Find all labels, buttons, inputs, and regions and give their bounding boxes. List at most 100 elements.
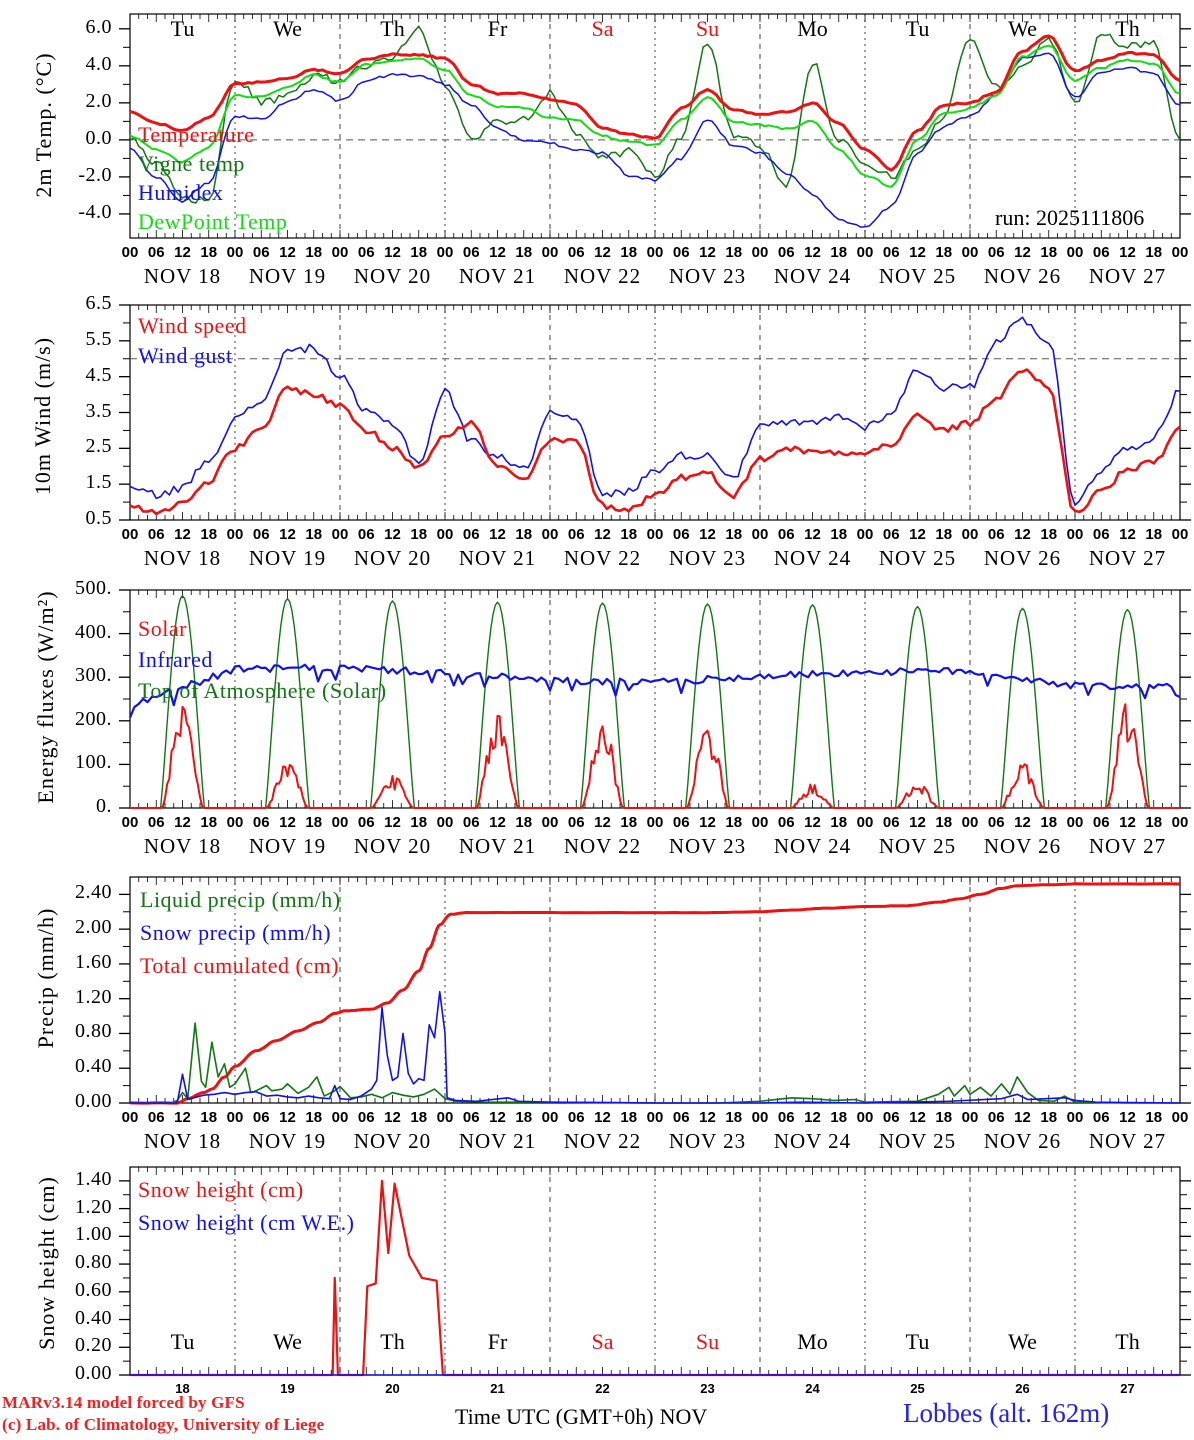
infrared-flux-line — [128, 663, 1181, 719]
y-axis-tick-label: 500. — [75, 577, 112, 599]
x-axis-hour-tick-label: 00 — [646, 814, 664, 831]
liquid-precip-line — [130, 1022, 1180, 1104]
x-axis-hour-tick-label: 00 — [961, 244, 979, 261]
x-axis-hour-tick-label: 00 — [1066, 244, 1084, 261]
x-axis-hour-tick-label: 00 — [436, 244, 454, 261]
legend-entry: Solar — [138, 616, 187, 641]
x-axis-hour-tick-label: 00 — [961, 814, 979, 831]
total-cumulated-precip-line — [129, 882, 1181, 1105]
x-axis-hour-tick-label: 12 — [279, 526, 296, 543]
x-axis-date-label: NOV 22 — [563, 834, 642, 858]
day-of-week-label: We — [273, 16, 302, 41]
x-axis-hour-tick-label: 12 — [909, 526, 926, 543]
x-axis-hour-tick-label: 06 — [777, 1109, 795, 1126]
x-axis-hour-tick-label: 12 — [489, 814, 506, 831]
x-axis-hour-tick-label: 06 — [147, 814, 165, 831]
wind-series-line — [129, 316, 1181, 506]
day-of-week-label: Th — [380, 16, 405, 41]
x-axis-hour-tick-label: 06 — [462, 1109, 480, 1126]
x-axis-date-label: NOV 24 — [773, 834, 852, 858]
x-axis-hour-tick-label: 00 — [541, 244, 559, 261]
x-axis-date-label: NOV 19 — [248, 1129, 327, 1153]
energy-fluxes-chart — [119, 589, 1191, 809]
x-axis-date-label: NOV 20 — [353, 834, 432, 858]
x-axis-hour-tick-label: 06 — [567, 526, 585, 543]
legend-entry: Vigne temp — [138, 151, 245, 176]
x-axis-date-label: NOV 23 — [668, 546, 747, 570]
x-axis-hour-tick-label: 18 — [305, 244, 323, 261]
y-axis-tick-label: 0. — [96, 795, 112, 817]
x-axis-date-label: NOV 21 — [458, 1129, 537, 1153]
footer-station-name: Lobbes (alt. 162m) — [903, 1398, 1110, 1428]
legend-entry: Infrared — [138, 647, 213, 672]
x-axis-hour-tick-label: 18 — [1145, 814, 1163, 831]
x-axis-hour-tick-label: 12 — [804, 244, 821, 261]
x-axis-hour-tick-label: 00 — [751, 244, 769, 261]
x-axis-hour-tick-label: 12 — [699, 526, 716, 543]
x-axis-date-label: NOV 22 — [563, 264, 642, 288]
x-axis-hour-tick-label: 00 — [961, 526, 979, 543]
day-of-week-label: We — [1008, 1329, 1037, 1354]
x-axis-hour-tick-label: 00 — [1066, 814, 1084, 831]
x-axis-hour-tick-label: 18 — [305, 1109, 323, 1126]
precip-chart — [119, 876, 1191, 1105]
y-axis-tick-label: 1.20 — [75, 1195, 112, 1218]
x-axis-hour-tick-label: 18 — [725, 244, 743, 261]
x-axis-day-number-label: 19 — [280, 1381, 295, 1396]
x-axis-hour-tick-label: 18 — [935, 1109, 953, 1126]
y-axis-tick-label: 4.5 — [85, 363, 112, 386]
x-axis-hour-tick-label: 18 — [725, 814, 743, 831]
day-of-week-label: Fr — [487, 16, 508, 41]
x-axis-hour-tick-label: 06 — [462, 244, 480, 261]
x-axis-hour-tick-label: 12 — [594, 244, 611, 261]
x-axis-hour-tick-label: 18 — [725, 526, 743, 543]
x-axis-hour-tick-label: 12 — [1014, 244, 1031, 261]
day-of-week-label: Mo — [797, 16, 828, 41]
day-of-week-label: We — [1008, 16, 1037, 41]
x-axis-date-label: NOV 24 — [773, 1129, 852, 1153]
footer-time-axis-label: Time UTC (GMT+0h) NOV — [455, 1404, 707, 1430]
x-axis-hour-tick-label: 18 — [620, 244, 638, 261]
x-axis-hour-tick-label: 06 — [147, 244, 165, 261]
x-axis-hour-tick-label: 18 — [200, 244, 218, 261]
x-axis-hour-tick-label: 12 — [384, 526, 401, 543]
x-axis-hour-tick-label: 12 — [489, 244, 506, 261]
x-axis-hour-tick-label: 12 — [804, 1109, 821, 1126]
x-axis-date-label: NOV 26 — [983, 546, 1062, 570]
x-axis-hour-tick-label: 06 — [987, 1109, 1005, 1126]
x-axis-hour-tick-label: 00 — [856, 814, 874, 831]
legend-entry: Top of Atmosphere (Solar) — [138, 678, 387, 703]
y-axis-tick-label: -4.0 — [78, 200, 112, 223]
x-axis-hour-tick-label: 12 — [174, 244, 191, 261]
x-axis-hour-tick-label: 12 — [909, 814, 926, 831]
temperature-series-line — [129, 34, 1181, 172]
y-axis-tick-label: 300. — [75, 664, 112, 687]
y-axis-tick-label: 200. — [75, 707, 112, 730]
x-axis-hour-tick-label: 18 — [830, 814, 848, 831]
x-axis-hour-tick-label: 06 — [147, 526, 165, 543]
x-axis-hour-tick-label: 12 — [594, 814, 611, 831]
y-axis-tick-label: 4.0 — [85, 52, 112, 75]
x-axis-date-label: NOV 21 — [458, 264, 537, 288]
x-axis-hour-tick-label: 12 — [804, 814, 821, 831]
legend-entry: Humidex — [138, 180, 224, 205]
x-axis-hour-tick-label: 00 — [226, 1109, 244, 1126]
x-axis-hour-tick-label: 18 — [1040, 1109, 1058, 1126]
y-axis-tick-label: 100. — [75, 751, 112, 774]
y-axis-tick-label: 0.40 — [75, 1306, 112, 1329]
x-axis-date-label: NOV 24 — [773, 546, 852, 570]
x-axis-hour-tick-label: 06 — [1092, 244, 1110, 261]
x-axis-hour-tick-label: 12 — [489, 526, 506, 543]
x-axis-hour-tick-label: 06 — [147, 1109, 165, 1126]
x-axis-hour-tick-label: 12 — [1119, 244, 1136, 261]
x-axis-hour-tick-label: 06 — [672, 244, 690, 261]
x-axis-hour-tick-label: 00 — [121, 814, 139, 831]
x-axis-hour-tick-label: 12 — [279, 244, 296, 261]
x-axis-date-label: NOV 21 — [458, 546, 537, 570]
y-axis-tick-label: 0.00 — [75, 1090, 112, 1112]
x-axis-day-number-label: 23 — [700, 1381, 715, 1396]
x-axis-hour-tick-label: 00 — [121, 526, 139, 543]
x-axis-hour-tick-label: 18 — [1145, 244, 1163, 261]
snow-height-chart — [119, 1166, 1191, 1377]
x-axis-hour-tick-label: 06 — [672, 1109, 690, 1126]
